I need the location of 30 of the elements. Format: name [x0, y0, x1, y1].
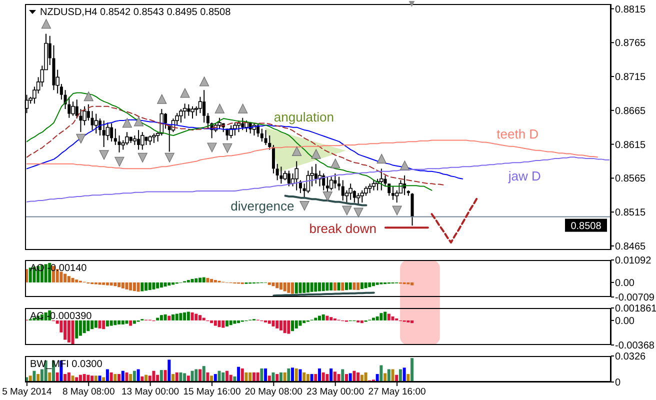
chart-title: NZDUSD,H4 0.8542 0.8543 0.8495 0.8508	[40, 7, 232, 18]
series-label: teeth D	[496, 126, 539, 142]
x-tick-label: 20 May 08:00	[244, 386, 302, 398]
y-tick-label: 0.001861	[615, 304, 656, 315]
x-tick-label: 27 May 16:00	[368, 386, 426, 398]
y-tick-label: 0.8615	[615, 140, 646, 151]
series-label: divergence	[230, 198, 294, 214]
y-tick-label: 0.8465	[615, 241, 646, 252]
y-tick-label: 0.8565	[615, 174, 646, 185]
y-tick-label: 0.8715	[615, 72, 646, 84]
x-tick-label: 8 May 08:00	[62, 386, 115, 398]
y-tick-label: 0.01092	[615, 256, 652, 267]
y-tick-label: 0.8765	[615, 38, 646, 50]
y-tick-label: 0.0326	[615, 352, 646, 363]
annotation: angulation	[274, 109, 334, 124]
y-tick-label: 0.8815	[615, 4, 646, 16]
y-tick-label: -0.00709	[615, 292, 655, 304]
y-tick-label: 0.8665	[615, 106, 646, 117]
x-tick-label: 23 May 00:00	[306, 386, 364, 398]
y-tick-label: 0.8515	[615, 208, 646, 219]
series-label: break down	[309, 221, 376, 236]
y-tick-label: 0.00	[615, 316, 635, 327]
ref-line-label: 0.8508	[570, 220, 602, 232]
x-tick-label: 15 May 16:00	[183, 386, 241, 398]
y-tick-label: 0	[615, 378, 621, 389]
y-tick-label: -0.00368	[615, 340, 655, 352]
x-tick-label: 5 May 2014	[2, 386, 52, 398]
series-label: jaw D	[507, 168, 541, 184]
x-tick-label: 13 May 00:00	[122, 386, 180, 398]
y-tick-label: 0.00	[615, 278, 635, 289]
